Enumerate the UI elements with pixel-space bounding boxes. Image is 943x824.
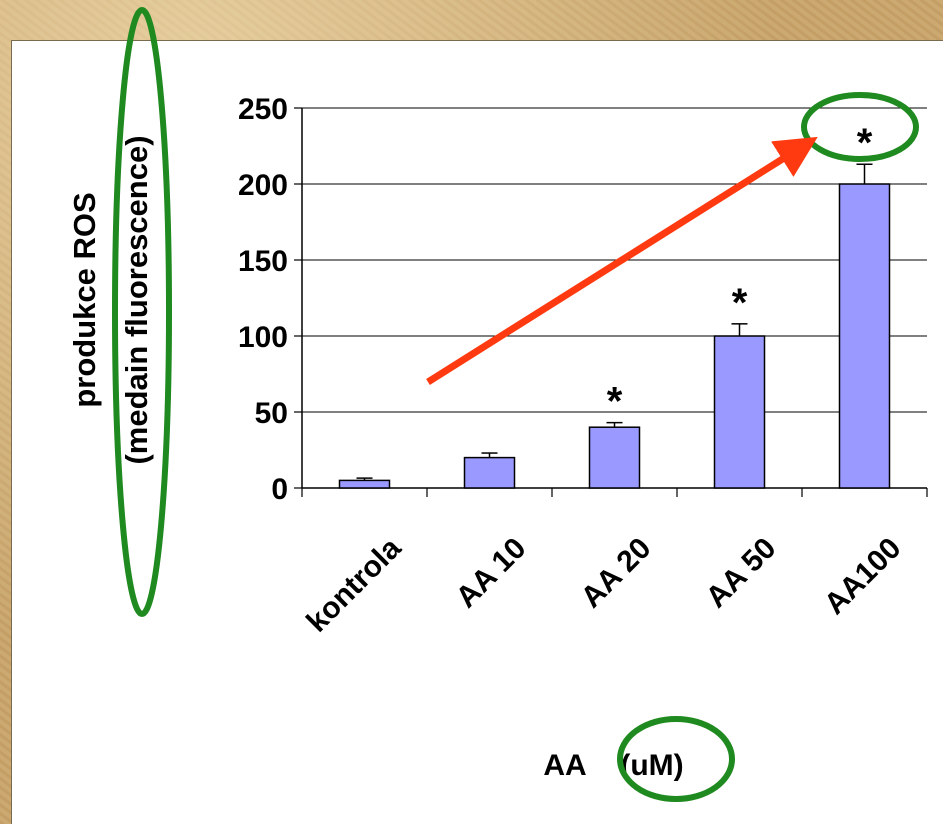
y-tick-label: 200 — [238, 169, 288, 202]
x-category-label: AA 50 — [700, 532, 783, 615]
bar-2 — [588, 426, 641, 489]
significance-star: * — [732, 281, 748, 325]
bar-3 — [713, 335, 766, 489]
y-axis-title-line2: (medain fluorescence) — [119, 135, 154, 464]
x-axis-title-part2: (uM) — [620, 749, 683, 782]
y-title-highlight-ellipse — [112, 7, 172, 617]
bar-0 — [338, 479, 391, 489]
x-category-label: AA 20 — [575, 532, 658, 615]
significance-star: * — [607, 380, 623, 424]
y-axis-title: produkce ROS (medain fluorescence) — [67, 135, 154, 464]
x-axis-title: AA (uM) — [543, 749, 683, 782]
bars: * * * — [338, 121, 891, 489]
bar-4 — [838, 183, 891, 489]
bar-1 — [463, 456, 516, 489]
y-tick-labels: 0 50 100 150 200 250 — [238, 93, 288, 506]
x-category-label: AA 10 — [450, 532, 533, 615]
x-category-labels: kontrola AA 10 AA 20 AA 50 AA100 — [300, 531, 907, 638]
x-category-label: AA100 — [818, 532, 907, 621]
y-tick-label: 250 — [238, 93, 288, 126]
y-tick-label: 100 — [238, 321, 288, 354]
unit-highlight-ellipse — [617, 716, 735, 802]
y-tick-label: 150 — [238, 245, 288, 278]
gridlines — [302, 107, 927, 413]
star-highlight-ellipse — [801, 92, 919, 162]
trend-arrow — [426, 136, 818, 385]
significance-star: * — [857, 121, 873, 165]
y-tick-label: 0 — [271, 473, 288, 506]
x-category-label: kontrola — [300, 531, 407, 638]
y-tick-label: 50 — [255, 397, 288, 430]
y-axis-title-line1: produkce ROS — [67, 192, 102, 407]
x-axis-title-part1: AA — [543, 749, 586, 782]
